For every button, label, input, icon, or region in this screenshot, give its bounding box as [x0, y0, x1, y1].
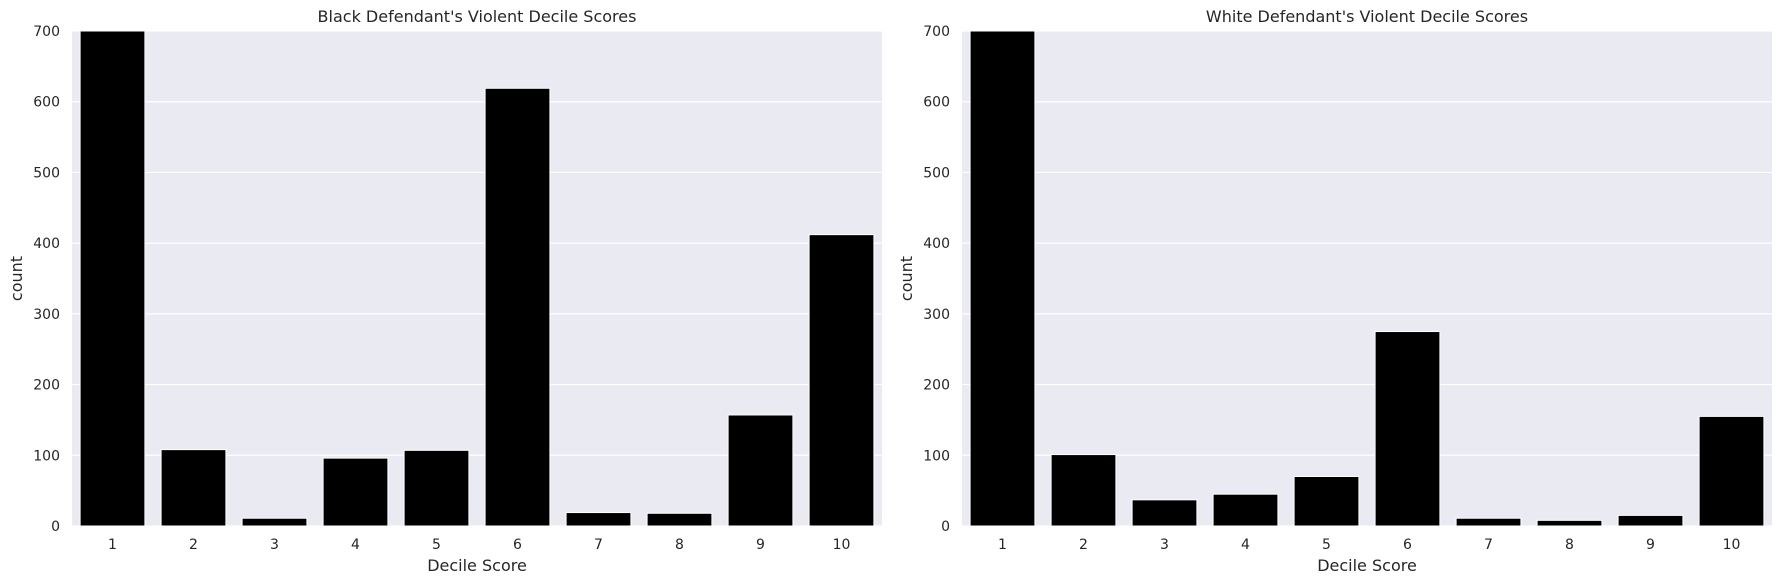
x-tick-label: 7: [1484, 537, 1493, 553]
y-tick-label: 600: [33, 95, 60, 111]
y-tick-label: 400: [923, 236, 950, 252]
x-tick-label: 9: [1646, 537, 1655, 553]
x-tick-label: 3: [1160, 537, 1169, 553]
x-tick-label: 5: [1322, 537, 1331, 553]
plot-background: [962, 31, 1772, 526]
bar-6: [1374, 331, 1441, 527]
bar-10: [1698, 415, 1765, 527]
bar-8: [1536, 519, 1603, 527]
x-tick-label: 10: [833, 537, 851, 553]
bar-2: [1050, 454, 1117, 527]
chart-panel-1: 0 100 200 300 400 500 600 700 1 2 3 4 5 6 7 8 9 10 Black D…: [7, 7, 882, 575]
chart-title: Black Defendant's Violent Decile Scores: [318, 7, 637, 26]
bar-9: [1617, 514, 1684, 527]
y-tick-label: 300: [33, 307, 60, 323]
x-tick-label: 2: [1079, 537, 1088, 553]
x-axis-label: Decile Score: [427, 556, 527, 575]
x-tick-label: 5: [432, 537, 441, 553]
bar-2: [160, 449, 227, 527]
y-tick-label: 500: [33, 165, 60, 181]
bar-5: [403, 449, 470, 527]
x-tick-label: 1: [108, 537, 117, 553]
bar-7: [1455, 517, 1522, 527]
bar-9: [727, 414, 794, 527]
x-tick-label: 2: [189, 537, 198, 553]
bar-8: [646, 512, 713, 527]
bar-4: [322, 457, 389, 527]
y-tick-label: 700: [33, 24, 60, 40]
bar-1: [969, 30, 1036, 527]
y-tick-label: 600: [923, 95, 950, 111]
x-tick-label: 8: [1565, 537, 1574, 553]
x-tick-label: 8: [675, 537, 684, 553]
chart-title: White Defendant's Violent Decile Scores: [1206, 7, 1528, 26]
y-axis-label: count: [897, 256, 916, 301]
chart-panel-2: 0 100 200 300 400 500 600 700 1 2 3 4 5 6 7 8 9 10 White D…: [897, 7, 1772, 575]
bar-1: [79, 30, 146, 527]
y-tick-label: 100: [33, 448, 60, 464]
x-tick-label: 3: [270, 537, 279, 553]
bar-4: [1212, 493, 1279, 527]
bar-7: [565, 512, 632, 527]
y-tick-label: 200: [33, 378, 60, 394]
bar-3: [1131, 499, 1198, 527]
x-tick-label: 4: [351, 537, 360, 553]
bar-6: [484, 87, 551, 527]
bar-5: [1293, 476, 1360, 527]
y-tick-label: 500: [923, 165, 950, 181]
y-tick-label: 100: [923, 448, 950, 464]
y-tick-label: 300: [923, 307, 950, 323]
x-tick-label: 1: [998, 537, 1007, 553]
x-tick-label: 6: [513, 537, 522, 553]
x-tick-label: 6: [1403, 537, 1412, 553]
y-tick-label: 200: [923, 378, 950, 394]
x-axis-label: Decile Score: [1317, 556, 1417, 575]
y-tick-label: 0: [51, 519, 60, 535]
y-tick-label: 700: [923, 24, 950, 40]
x-tick-label: 7: [594, 537, 603, 553]
x-tick-label: 10: [1723, 537, 1741, 553]
y-axis-label: count: [7, 256, 26, 301]
y-tick-label: 400: [33, 236, 60, 252]
bar-3: [241, 517, 308, 527]
x-tick-label: 4: [1241, 537, 1250, 553]
bar-10: [808, 234, 875, 527]
y-tick-label: 0: [941, 519, 950, 535]
x-tick-label: 9: [756, 537, 765, 553]
